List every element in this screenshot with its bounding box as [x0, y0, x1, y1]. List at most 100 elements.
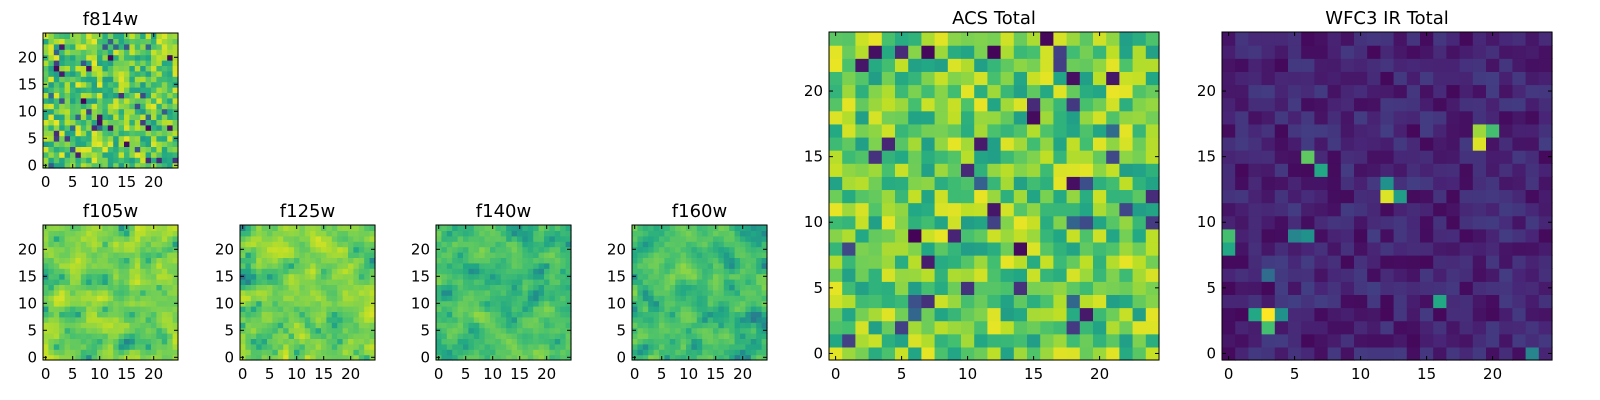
- heatmap-cell: [974, 228, 988, 243]
- heatmap-cell: [145, 279, 152, 285]
- heatmap-cell: [107, 87, 114, 93]
- heatmap-cell: [718, 241, 725, 248]
- heatmap-cell: [1446, 215, 1461, 230]
- heatmap-cell: [974, 307, 988, 322]
- heatmap-cell: [1433, 228, 1447, 243]
- heatmap-cell: [107, 225, 114, 231]
- heatmap-cell: [527, 327, 534, 334]
- heatmap-cell: [299, 343, 306, 350]
- heatmap-cell: [659, 316, 665, 323]
- heatmap-cell: [1314, 45, 1329, 59]
- heatmap-cell: [934, 136, 949, 151]
- heatmap-cell: [855, 228, 870, 243]
- heatmap-cell: [348, 257, 354, 264]
- heatmap-cell: [43, 43, 49, 50]
- heatmap-cell: [1145, 215, 1160, 230]
- heatmap-cell: [1433, 97, 1447, 112]
- heatmap-cell: [134, 43, 141, 50]
- heatmap-cell: [761, 311, 768, 318]
- heatmap-cell: [934, 255, 949, 269]
- heatmap-cell: [124, 257, 130, 264]
- heatmap-cell: [750, 333, 757, 339]
- heatmap-cell: [331, 322, 338, 329]
- heatmap-cell: [637, 279, 644, 285]
- heatmap-cell: [1222, 320, 1236, 335]
- heatmap-cell: [527, 311, 534, 318]
- heatmap-cell: [691, 257, 698, 264]
- heatmap-cell: [113, 316, 120, 323]
- heatmap-cell: [642, 235, 649, 242]
- heatmap-cell: [653, 225, 660, 231]
- heatmap-cell: [156, 38, 163, 45]
- heatmap-cell: [134, 92, 141, 99]
- heatmap-cell: [70, 65, 76, 72]
- heatmap-cell: [1274, 97, 1289, 112]
- heatmap-cell: [70, 70, 76, 77]
- heatmap-cell: [134, 151, 141, 158]
- heatmap-cell: [675, 273, 682, 280]
- heatmap-cell: [267, 333, 273, 339]
- heatmap-cell: [1040, 32, 1054, 46]
- heatmap-cell: [642, 295, 649, 302]
- heatmap-cell: [337, 354, 344, 361]
- heatmap-cell: [118, 349, 125, 356]
- heatmap-cell: [294, 316, 300, 323]
- heatmap-cell: [463, 327, 469, 334]
- heatmap-cell: [64, 327, 71, 334]
- heatmap-cell: [294, 268, 300, 275]
- heatmap-cell: [80, 70, 87, 77]
- heatmap-cell: [484, 241, 491, 248]
- heatmap-cell: [102, 81, 109, 88]
- heatmap-cell: [331, 235, 338, 242]
- heatmap-cell: [245, 333, 252, 339]
- heatmap-cell: [1512, 189, 1527, 204]
- heatmap-cell: [1248, 45, 1263, 59]
- heatmap-cell: [702, 306, 709, 312]
- heatmap-cell: [452, 289, 459, 296]
- heatmap-cell: [527, 230, 534, 237]
- heatmap-cell: [331, 306, 338, 312]
- y-tick-label: 0: [420, 348, 430, 366]
- heatmap-cell: [974, 123, 988, 138]
- heatmap-cell: [267, 241, 273, 248]
- heatmap-cell: [245, 343, 252, 350]
- heatmap-cell: [947, 307, 962, 322]
- heatmap-cell: [118, 225, 125, 231]
- heatmap-cell: [1380, 110, 1395, 125]
- heatmap-cell: [53, 157, 60, 164]
- heatmap-cell: [113, 54, 120, 61]
- heatmap-cell: [75, 354, 82, 361]
- heatmap-cell: [1106, 123, 1120, 138]
- heatmap-cell: [560, 327, 567, 334]
- heatmap-cell: [761, 316, 768, 323]
- heatmap-cell: [342, 322, 349, 329]
- heatmap-cell: [987, 45, 1002, 59]
- heatmap-cell: [53, 97, 60, 104]
- y-tick-label: 20: [804, 82, 823, 100]
- heatmap-cell: [43, 322, 49, 329]
- heatmap-cell: [172, 295, 179, 302]
- heatmap-cell: [565, 230, 572, 237]
- heatmap-cell: [446, 235, 453, 242]
- heatmap-cell: [495, 279, 502, 285]
- heatmap-cell: [86, 289, 93, 296]
- heatmap-cell: [1274, 110, 1289, 125]
- heatmap-cell: [648, 262, 655, 269]
- heatmap-cell: [648, 279, 655, 285]
- heatmap-cell: [961, 255, 975, 269]
- heatmap-cell: [156, 354, 163, 361]
- heatmap-cell: [167, 289, 174, 296]
- heatmap-cell: [97, 230, 103, 237]
- heatmap-cell: [245, 322, 252, 329]
- heatmap-cell: [91, 327, 98, 334]
- heatmap-cell: [107, 60, 114, 66]
- heatmap-cell: [80, 146, 87, 153]
- heatmap-cell: [756, 311, 763, 318]
- heatmap-cell: [53, 114, 60, 120]
- heatmap-cell: [97, 146, 103, 153]
- heatmap-cell: [468, 295, 475, 302]
- heatmap-cell: [172, 92, 179, 99]
- heatmap-cell: [468, 349, 475, 356]
- heatmap-cell: [713, 262, 719, 269]
- heatmap-cell: [740, 268, 746, 275]
